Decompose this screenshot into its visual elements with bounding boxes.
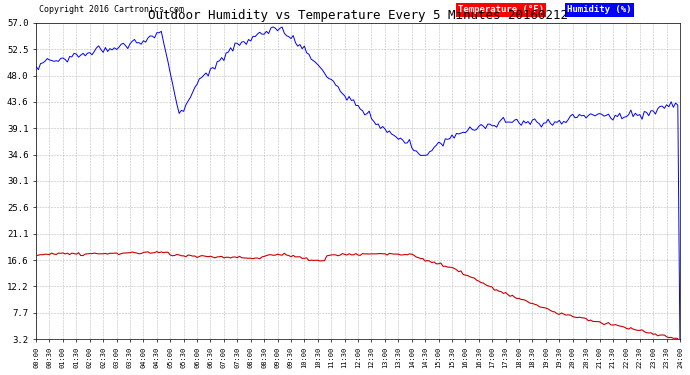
Text: Copyright 2016 Cartronics.com: Copyright 2016 Cartronics.com [39, 5, 184, 14]
Text: Humidity (%): Humidity (%) [567, 5, 632, 14]
Title: Outdoor Humidity vs Temperature Every 5 Minutes 20160212: Outdoor Humidity vs Temperature Every 5 … [148, 9, 568, 22]
Text: Temperature (°F): Temperature (°F) [458, 5, 544, 14]
